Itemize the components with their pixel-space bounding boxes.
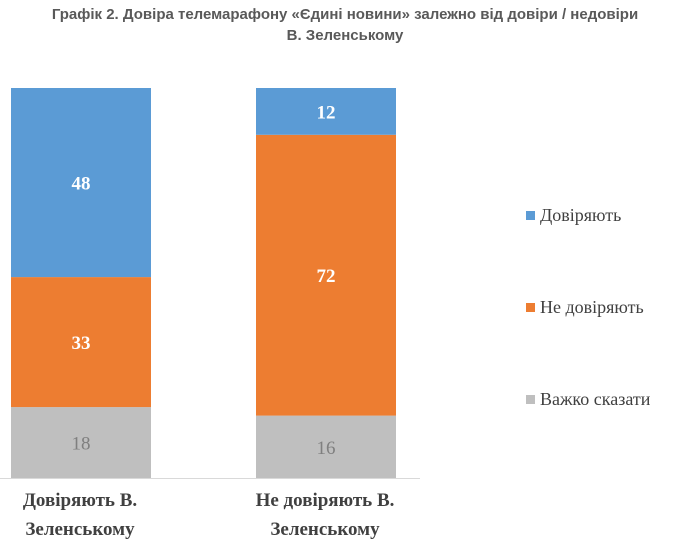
legend-label: Довіряють	[540, 205, 622, 225]
chart-title-line2: В. Зеленському	[286, 27, 404, 44]
data-label-2-3: 16	[317, 438, 336, 459]
data-label-1-2: 33	[72, 333, 91, 354]
data-label-2-1: 12	[317, 102, 336, 123]
bar-segment-1-3	[11, 407, 151, 478]
legend-swatch	[526, 303, 535, 312]
legend-item-2: Не довіряють	[526, 297, 644, 318]
category-label-line: Зеленському	[270, 519, 380, 540]
category-label-line: Зеленському	[25, 519, 135, 540]
chart-title: Графік 2. Довіра телемарафону «Єдині нов…	[0, 4, 690, 46]
data-label-1-1: 48	[72, 174, 91, 195]
bar-segment-2-3	[256, 415, 396, 478]
bar-segment-1-1	[11, 88, 151, 278]
data-label-1-3: 18	[72, 434, 91, 455]
legend-swatch	[526, 395, 535, 404]
bar-segment-1-2	[11, 277, 151, 408]
category-label-line: Довіряють В.	[22, 490, 138, 511]
category-label-line: Не довіряють В.	[255, 490, 395, 511]
legend-item-1: Довіряють	[526, 205, 621, 226]
bar-segment-2-1	[256, 88, 396, 135]
bar-segment-2-2	[256, 134, 396, 416]
legend-label: Важко сказати	[540, 389, 651, 409]
category-label-distrust: Не довіряють В. Зеленському	[195, 486, 455, 544]
legend-item-3: Важко сказати	[526, 389, 650, 410]
category-label-trust: Довіряють В. Зеленському	[0, 486, 210, 544]
data-label-2-2: 72	[317, 266, 336, 287]
chart-title-line1: Графік 2. Довіра телемарафону «Єдині нов…	[51, 6, 639, 23]
legend-label: Не довіряють	[540, 297, 644, 317]
legend-swatch	[526, 211, 535, 220]
